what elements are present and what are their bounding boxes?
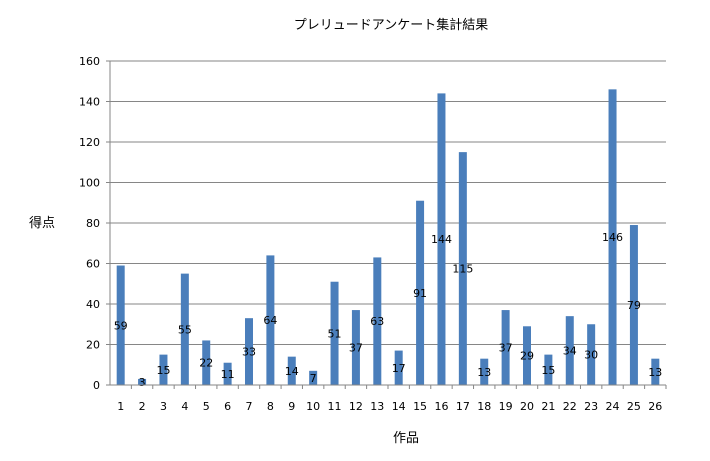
bar [138,378,147,385]
bar [351,310,360,385]
bar [373,257,382,385]
x-tick-label: 19 [499,400,513,413]
x-tick-label: 16 [434,400,448,413]
bar [501,310,510,385]
x-tick-label: 5 [203,400,210,413]
y-tick-label: 160 [79,55,100,68]
data-label: 3 [139,376,146,389]
bar [266,255,275,385]
data-labels: 59 3 15 55 22 11 33 64 14 7 51 37 63 17 91 144 115 13 37 29… [114,231,663,389]
y-tick-label: 120 [79,136,100,149]
data-label: 59 [114,319,128,332]
bar [629,225,638,385]
x-tick-label: 23 [584,400,598,413]
x-tick-label: 3 [160,400,167,413]
data-label: 146 [602,231,623,244]
x-tick-label: 20 [520,400,534,413]
x-tick-label: 9 [288,400,295,413]
bar [245,318,253,385]
data-label: 33 [242,346,256,359]
bar [309,370,318,385]
data-label: 64 [263,314,277,327]
data-label: 55 [178,323,192,336]
x-axis-title: 作品 [393,431,419,446]
bar [587,324,596,385]
bar [394,350,403,385]
x-tick-label: 12 [349,400,363,413]
data-label: 15 [541,364,555,377]
y-tick-label: 20 [86,339,100,352]
x-tick-label: 2 [139,400,146,413]
x-tick-label: 24 [606,400,620,413]
bar [180,273,189,385]
data-label: 29 [520,350,534,363]
data-label: 115 [452,263,473,276]
data-label: 13 [648,366,662,379]
x-tick-label: 4 [181,400,188,413]
x-tick-label: 10 [306,400,320,413]
data-label: 37 [349,342,363,355]
bar [223,362,232,385]
data-label: 17 [392,362,406,375]
x-tick-label: 21 [541,400,555,413]
bar [437,93,446,386]
bar [480,358,489,385]
bar [458,152,467,385]
y-axis-title: 得点 [29,215,55,231]
x-tick-label: 25 [627,400,641,413]
x-axis-ticks: 1 2 3 4 5 6 7 8 9 10 11 12 13 14 15 16 17 18 19 20 21 22 23 24 2… [117,385,667,413]
x-tick-label: 17 [456,400,470,413]
x-tick-label: 26 [648,400,662,413]
x-tick-label: 15 [413,400,427,413]
data-label: 13 [477,366,491,379]
data-label: 79 [627,299,641,312]
bar [159,354,168,385]
x-tick-label: 14 [392,400,406,413]
data-label: 51 [328,327,342,340]
y-tick-label: 80 [86,217,100,230]
bar [416,200,425,385]
x-tick-label: 22 [563,400,577,413]
chart-title: プレリュードアンケート集計結果 [294,17,488,33]
x-tick-label: 8 [267,400,274,413]
gridlines [110,60,666,345]
data-label: 7 [310,372,317,385]
y-tick-label: 40 [86,298,100,311]
x-tick-label: 1 [117,400,124,413]
x-tick-label: 7 [246,400,253,413]
bar [544,354,553,385]
x-tick-label: 18 [477,400,491,413]
x-tick-label: 13 [370,400,384,413]
data-label: 91 [413,287,427,300]
x-tick-label: 11 [328,400,342,413]
y-axis-ticks: 0 20 40 60 80 100 120 140 160 [79,55,110,392]
data-label: 144 [431,233,452,246]
x-tick-label: 6 [224,400,231,413]
bar [116,265,125,385]
bar [202,340,211,385]
y-tick-label: 100 [79,177,100,190]
data-label: 37 [499,342,513,355]
bar [651,358,660,385]
bar [287,356,296,385]
bars [116,89,660,386]
bar [565,316,574,385]
y-tick-label: 0 [93,379,100,392]
data-label: 30 [584,349,598,362]
bar [523,326,531,385]
bar [330,281,339,385]
axes [109,61,666,386]
y-tick-label: 140 [79,96,100,109]
data-label: 11 [221,368,235,381]
data-label: 22 [199,357,213,370]
data-label: 63 [370,315,384,328]
data-label: 34 [563,345,577,358]
data-label: 14 [285,365,299,378]
data-label: 15 [156,364,170,377]
bar [608,89,617,385]
y-tick-label: 60 [86,258,100,271]
